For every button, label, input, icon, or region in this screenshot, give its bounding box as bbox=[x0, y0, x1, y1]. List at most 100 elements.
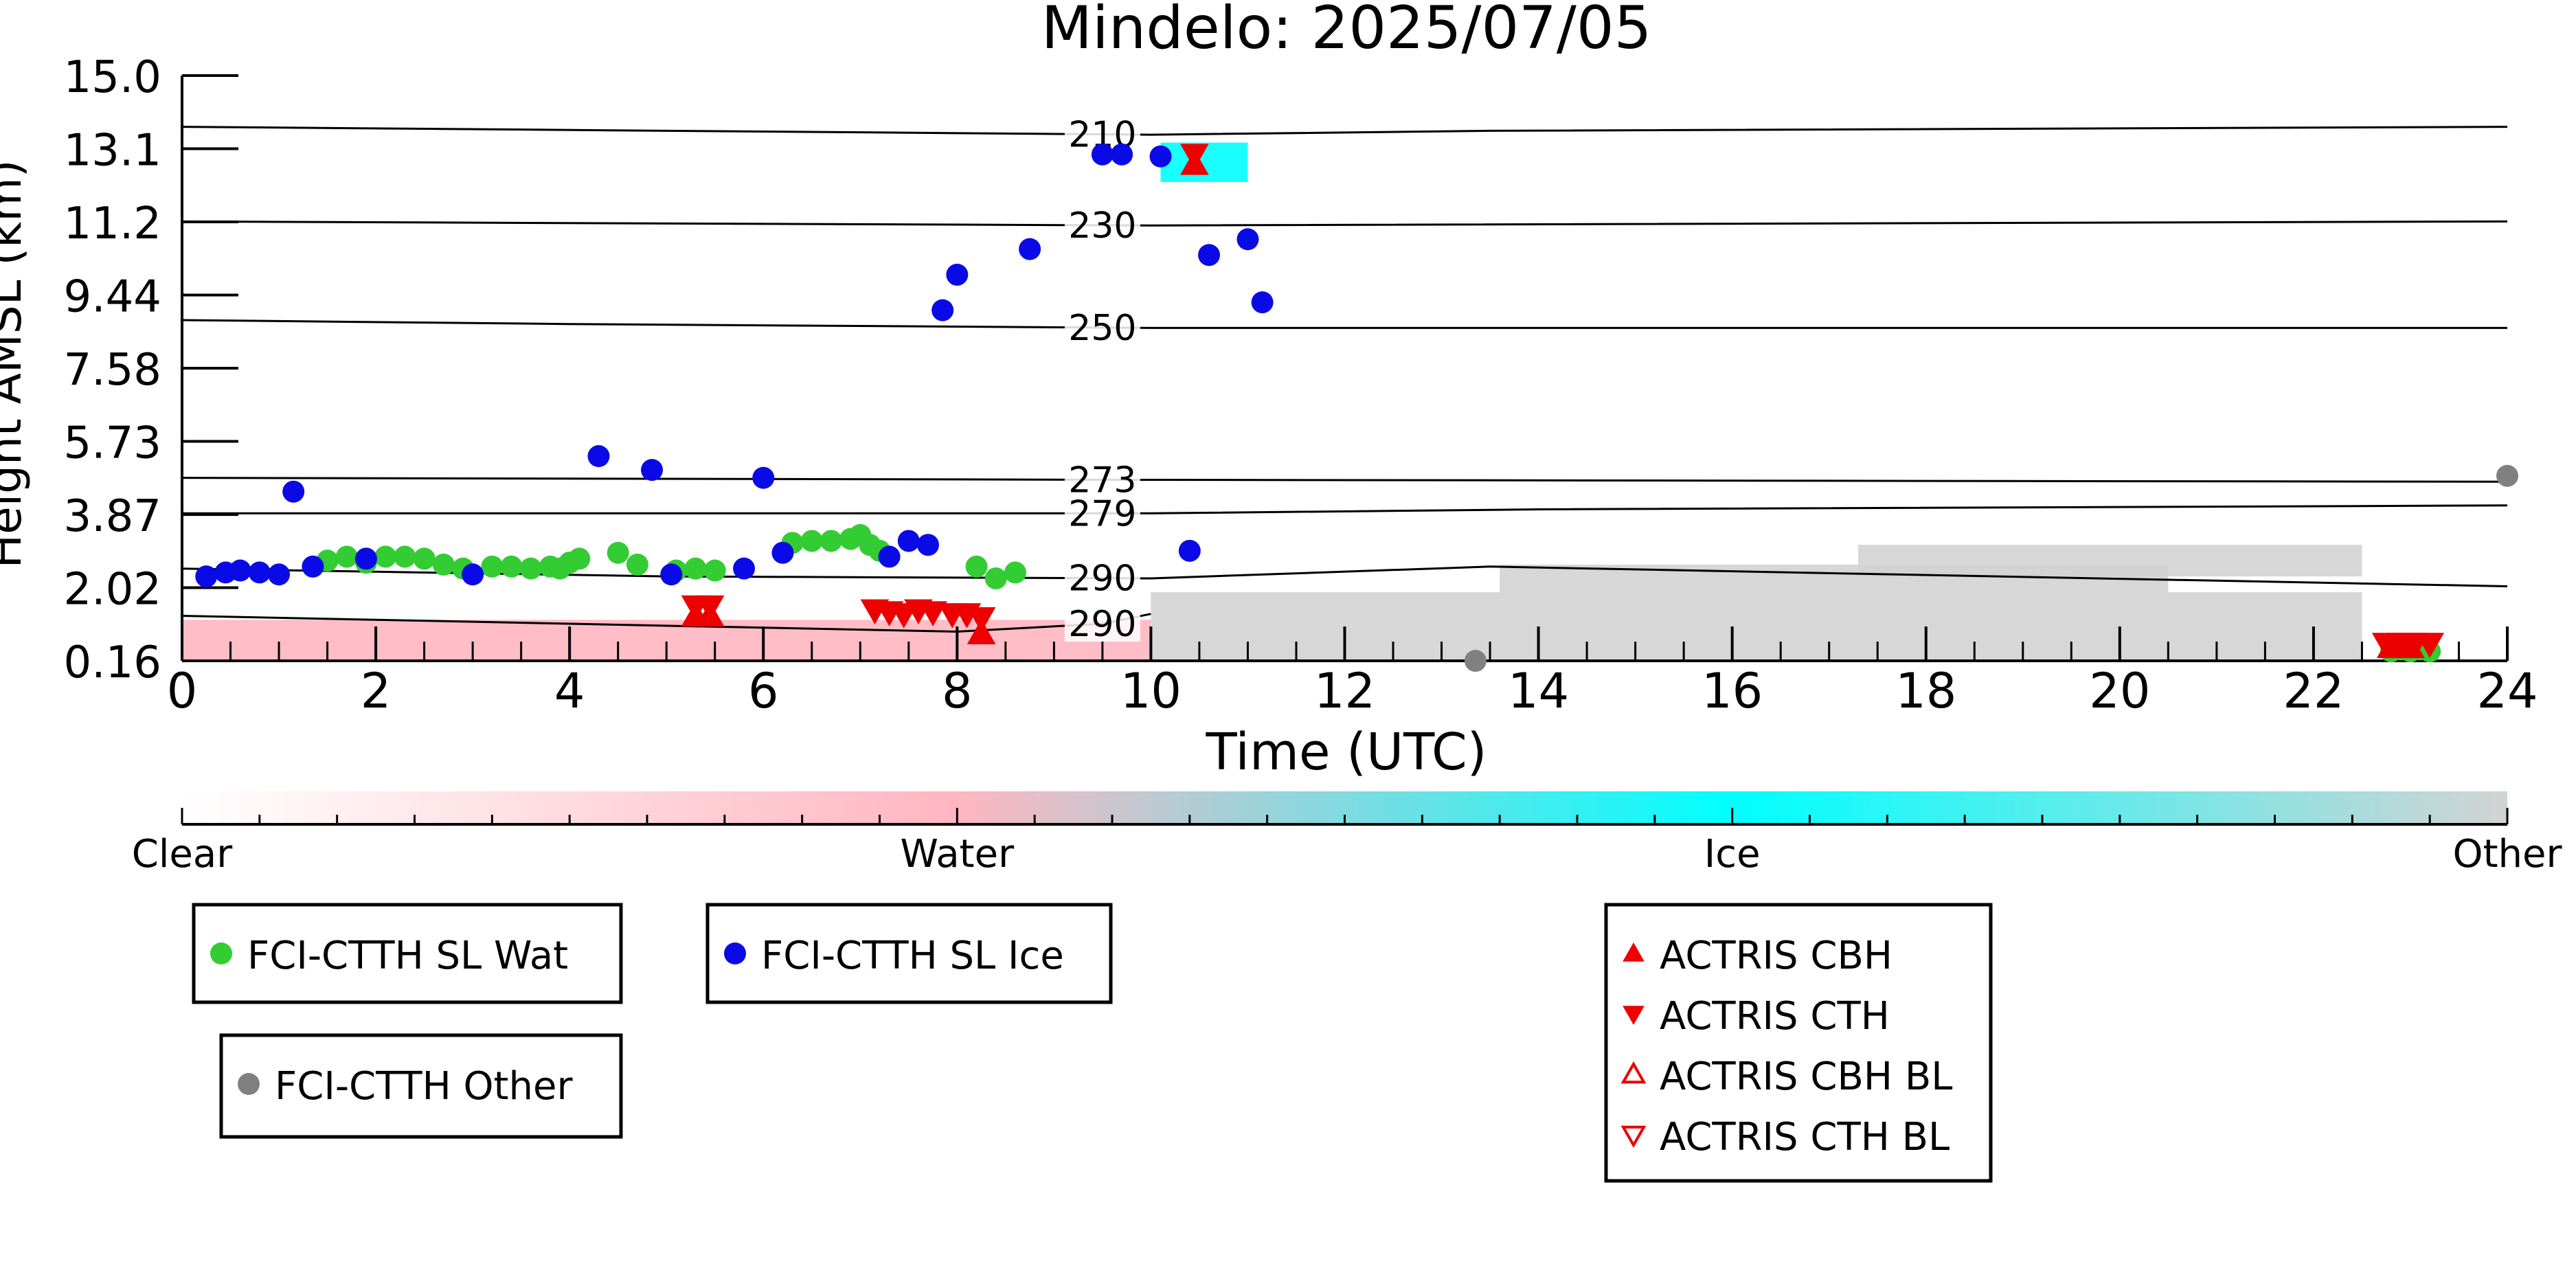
y-axis-label: Height AMSL (km) bbox=[0, 160, 32, 569]
fci-ctth-sl-ice-point bbox=[660, 563, 683, 586]
x-tick-label: 18 bbox=[1895, 663, 1956, 719]
fci-ctth-sl-wat-point bbox=[519, 557, 542, 580]
legend-marker-actris-cbh-bl bbox=[1620, 1061, 1647, 1084]
colorbar-label-ice: Ice bbox=[1704, 832, 1761, 877]
x-tick-label: 6 bbox=[748, 663, 779, 719]
legend-label-actris-cbh: ACTRIS CBH bbox=[1660, 934, 1893, 978]
fci-ctth-sl-ice-point bbox=[641, 459, 664, 482]
legend-label-fci-ctth-sl-ice: FCI-CTTH SL Ice bbox=[761, 934, 1064, 978]
fci-ctth-sl-wat-point bbox=[481, 555, 504, 578]
legend-marker-actris-cbh bbox=[1623, 942, 1645, 962]
fci-ctth-sl-wat-point bbox=[800, 530, 823, 552]
actris-cth-point bbox=[2415, 633, 2445, 658]
fci-ctth-sl-wat-point bbox=[607, 541, 629, 564]
fci-ctth-sl-wat-point bbox=[500, 555, 523, 578]
contour-label: 290 bbox=[1068, 558, 1136, 600]
fci-ctth-sl-ice-point bbox=[195, 565, 218, 588]
contour-label: 273 bbox=[1068, 460, 1136, 501]
fci-ctth-sl-ice-point bbox=[1236, 228, 1259, 251]
fci-ctth-sl-ice-point bbox=[229, 559, 251, 582]
fci-ctth-sl-ice-point bbox=[917, 534, 940, 556]
fci-ctth-sl-wat-point bbox=[374, 545, 397, 568]
legend-label-fci-ctth-sl-wat: FCI-CTTH SL Wat bbox=[247, 934, 568, 978]
legends: FCI-CTTH SL Wat FCI-CTTH SL Ice FCI-CTTH O… bbox=[192, 903, 1993, 1183]
y-tick-label: 11.2 bbox=[64, 199, 162, 249]
contour-label: 230 bbox=[1068, 205, 1136, 247]
background-region-other bbox=[1858, 545, 2362, 577]
fci-ctth-sl-wat-point bbox=[432, 553, 455, 576]
x-tick-label: 4 bbox=[554, 663, 585, 719]
y-tick-label: 7.58 bbox=[64, 345, 162, 396]
fci-ctth-sl-ice-point bbox=[1198, 244, 1221, 267]
fci-ctth-sl-ice-point bbox=[462, 563, 484, 586]
x-axis-label: Time (UTC) bbox=[1205, 723, 1487, 782]
y-tick-label: 13.1 bbox=[64, 126, 162, 177]
fci-ctth-sl-ice-point bbox=[354, 547, 377, 570]
fci-ctth-sl-ice-point bbox=[1019, 238, 1041, 260]
fci-ctth-sl-ice-point bbox=[282, 480, 305, 503]
fci-ctth-other-point bbox=[1464, 650, 1487, 672]
fci-ctth-sl-ice-point bbox=[1091, 143, 1114, 166]
fci-ctth-sl-ice-point bbox=[1111, 143, 1133, 166]
x-tick-label: 22 bbox=[2283, 663, 2344, 719]
legend-marker-fci-ctth-other bbox=[238, 1073, 260, 1095]
fci-ctth-sl-wat-point bbox=[820, 530, 842, 552]
x-tick-label: 8 bbox=[942, 663, 973, 719]
fci-ctth-sl-wat-point bbox=[335, 545, 358, 568]
x-tick-label: 14 bbox=[1508, 663, 1569, 719]
fci-ctth-sl-ice-point bbox=[302, 555, 324, 578]
fci-ctth-sl-wat-point bbox=[984, 567, 1007, 590]
legend-box bbox=[705, 903, 1113, 1004]
legend-marker-fci-ctth-sl-ice bbox=[724, 942, 746, 964]
legend-box bbox=[1604, 903, 1993, 1183]
fci-ctth-sl-ice-point bbox=[1178, 539, 1201, 562]
fci-ctth-sl-wat-point bbox=[568, 547, 591, 570]
contour-label-bg bbox=[1064, 309, 1140, 346]
colorbar-label-other: Other bbox=[2452, 832, 2562, 877]
fci-ctth-sl-ice-point bbox=[752, 466, 775, 489]
axes: 0 2 4 6 8 10 12 14 16 18 20 22 240.162.023.875.737.5… bbox=[64, 52, 2538, 719]
contour-label-bg bbox=[1064, 495, 1140, 532]
contour-line-250 bbox=[181, 319, 2507, 329]
x-tick-label: 12 bbox=[1314, 663, 1375, 719]
legend-box bbox=[192, 903, 623, 1004]
contour-label: 290 bbox=[1068, 604, 1136, 645]
y-tick-label: 2.02 bbox=[64, 565, 162, 615]
contour-label-bg bbox=[1064, 606, 1140, 642]
fci-ctth-sl-ice-point bbox=[878, 545, 901, 568]
contour-label: 279 bbox=[1068, 493, 1136, 534]
fci-ctth-other-point bbox=[2496, 464, 2518, 487]
legend-marker-fci-ctth-sl-wat bbox=[210, 942, 232, 964]
fci-ctth-sl-ice-point bbox=[587, 445, 610, 468]
legend-label-actris-cbh-bl: ACTRIS CBH BL bbox=[1660, 1054, 1952, 1099]
actris-cth-point bbox=[1180, 144, 1209, 169]
fci-ctth-sl-wat-point bbox=[965, 555, 988, 578]
x-tick-label: 24 bbox=[2476, 663, 2538, 719]
fci-ctth-sl-ice-point bbox=[897, 530, 920, 552]
y-tick-label: 5.73 bbox=[64, 418, 162, 469]
contour-label: 250 bbox=[1068, 308, 1136, 349]
chart-title: Mindelo: 2025/07/05 bbox=[1041, 0, 1652, 63]
x-tick-label: 16 bbox=[1702, 663, 1763, 719]
x-tick-label: 20 bbox=[2089, 663, 2150, 719]
fci-ctth-sl-wat-point bbox=[394, 545, 416, 568]
fci-ctth-sl-ice-point bbox=[946, 263, 969, 286]
legend-label-actris-cth: ACTRIS CTH bbox=[1660, 994, 1890, 1039]
actris-cth-point bbox=[695, 595, 725, 621]
x-tick-label: 0 bbox=[167, 663, 198, 719]
x-tick-label: 2 bbox=[361, 663, 392, 719]
contour-label-bg bbox=[1064, 462, 1140, 498]
fci-ctth-sl-ice-point bbox=[1149, 145, 1172, 168]
fci-ctth-sl-ice-point bbox=[733, 557, 756, 580]
fci-ctth-sl-wat-point bbox=[413, 547, 436, 570]
contour-line-279 bbox=[182, 504, 2508, 515]
fci-ctth-sl-wat-point bbox=[1004, 561, 1026, 584]
actris-cth-point bbox=[918, 601, 947, 626]
fci-ctth-sl-ice-point bbox=[931, 299, 954, 321]
fci-ctth-sl-ice-point bbox=[1251, 291, 1274, 314]
colorbar-label-water: Water bbox=[901, 832, 1015, 877]
actris-cth-point bbox=[967, 607, 996, 633]
y-tick-label: 3.87 bbox=[64, 491, 162, 542]
fci-ctth-sl-ice-point bbox=[771, 541, 794, 564]
colorbar-label-clear: Clear bbox=[132, 832, 233, 877]
